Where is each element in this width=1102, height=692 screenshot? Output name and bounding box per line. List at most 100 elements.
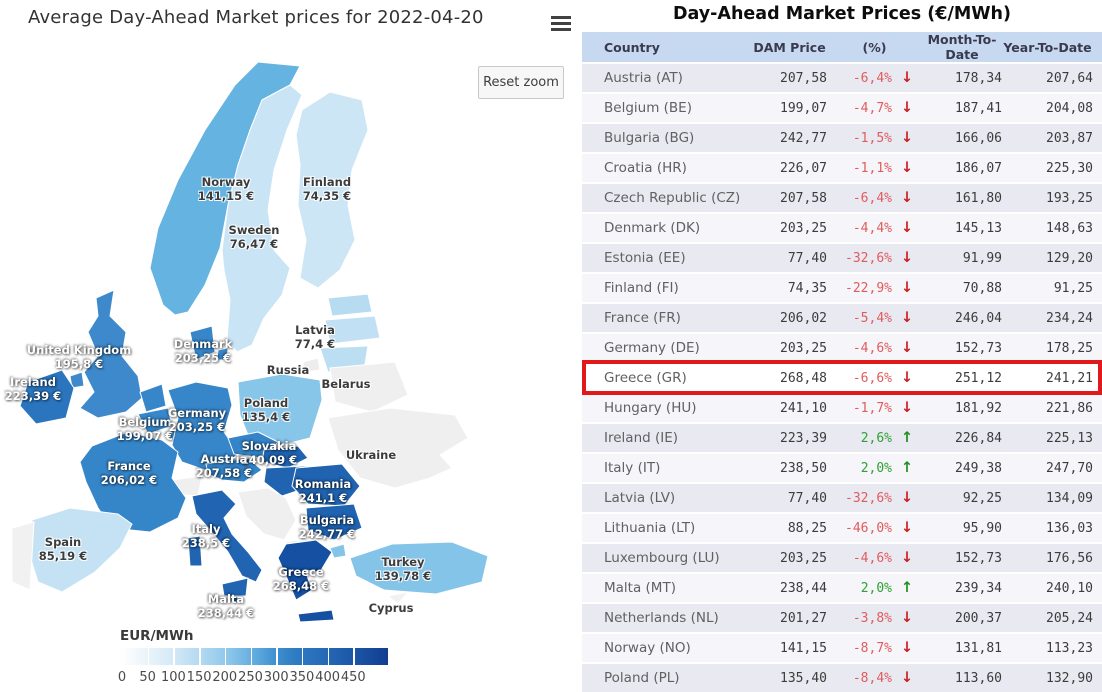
legend-tick-label: 150 xyxy=(186,670,212,685)
cell-country: Ireland (IE) xyxy=(604,430,679,446)
map-country-cyprus[interactable] xyxy=(387,591,409,605)
map-country-belgium[interactable] xyxy=(137,407,173,435)
table-row-estonia[interactable]: Estonia (EE) 77,40 -32,6% ↓ 91,99 129,20 xyxy=(582,242,1102,272)
reset-zoom-button[interactable]: Reset zoom xyxy=(478,66,564,99)
cell-dam-price: 141,15 xyxy=(780,640,827,656)
cell-dam-price: 241,10 xyxy=(780,400,827,416)
cell-country: Estonia (EE) xyxy=(604,250,686,266)
map-country-portugal[interactable] xyxy=(11,521,35,591)
map-country-ukraine[interactable] xyxy=(327,407,469,489)
cell-month-to-date: 152,73 xyxy=(955,550,1002,566)
table-row-belgium[interactable]: Belgium (BE) 199,07 -4,7% ↓ 187,41 204,08 xyxy=(582,92,1102,122)
cell-month-to-date: 91,99 xyxy=(962,250,1002,266)
cell-percent: -32,6% xyxy=(845,250,892,266)
map-country-turkey[interactable] xyxy=(329,543,347,559)
map-country-ireland[interactable] xyxy=(19,369,75,425)
cell-country: Germany (DE) xyxy=(604,340,700,356)
column-header-month-to-date: Month-To-Date xyxy=(927,32,997,62)
cell-year-to-date: 204,08 xyxy=(1046,100,1093,116)
cell-country: Malta (MT) xyxy=(604,580,676,596)
down-arrow-icon: ↓ xyxy=(900,190,914,206)
cell-country: Bulgaria (BG) xyxy=(604,130,695,146)
table-row-latvia[interactable]: Latvia (LV) 77,40 -32,6% ↓ 92,25 134,09 xyxy=(582,482,1102,512)
map-country-romania[interactable] xyxy=(291,463,361,507)
table-row-poland[interactable]: Poland (PL) 135,40 -8,4% ↓ 113,60 132,90 xyxy=(582,662,1102,692)
chart-context-menu-button[interactable] xyxy=(551,16,571,31)
map-country-denmark[interactable] xyxy=(216,347,229,361)
table-row-italy[interactable]: Italy (IT) 238,50 2,0% ↑ 249,38 247,70 xyxy=(582,452,1102,482)
table-row-luxembourg[interactable]: Luxembourg (LU) 203,25 -4,6% ↓ 152,73 176,56 xyxy=(582,542,1102,572)
table-row-ireland[interactable]: Ireland (IE) 223,39 2,6% ↑ 226,84 225,13 xyxy=(582,422,1102,452)
map-country-germany[interactable] xyxy=(167,381,239,471)
map-country-denmark[interactable] xyxy=(189,325,216,361)
legend-tick-label: 200 xyxy=(212,670,238,685)
up-arrow-icon: ↑ xyxy=(900,580,914,596)
down-arrow-icon: ↓ xyxy=(900,100,914,116)
cell-month-to-date: 95,90 xyxy=(962,520,1002,536)
map-country-finland[interactable] xyxy=(295,91,369,289)
cell-dam-price: 226,07 xyxy=(780,160,827,176)
cell-dam-price: 238,50 xyxy=(780,460,827,476)
map-country-italy[interactable] xyxy=(221,577,249,597)
cell-percent: -1,5% xyxy=(852,130,892,146)
cell-dam-price: 206,02 xyxy=(780,310,827,326)
table-row-norway[interactable]: Norway (NO) 141,15 -8,7% ↓ 131,81 113,23 xyxy=(582,632,1102,662)
cell-month-to-date: 178,34 xyxy=(955,70,1002,86)
map-country-malta[interactable] xyxy=(230,596,239,604)
map-country-greece[interactable] xyxy=(277,539,333,601)
table-row-austria[interactable]: Austria (AT) 207,58 -6,4% ↓ 178,34 207,64 xyxy=(582,62,1102,92)
map-country-balkans[interactable] xyxy=(237,487,297,541)
map-country-sweden[interactable] xyxy=(221,84,303,353)
cell-percent: -3,8% xyxy=(852,610,892,626)
map-country-russia-kaliningrad[interactable] xyxy=(302,357,321,373)
cell-month-to-date: 251,12 xyxy=(955,370,1002,386)
cell-country: Croatia (HR) xyxy=(604,160,687,176)
cell-percent: -8,4% xyxy=(852,670,892,686)
map-country-france[interactable] xyxy=(79,431,187,533)
map-country-italy[interactable] xyxy=(191,489,263,583)
table-row-czech-republic[interactable]: Czech Republic (CZ) 207,58 -6,4% ↓ 161,80 193… xyxy=(582,182,1102,212)
map-country-bulgaria[interactable] xyxy=(305,503,363,541)
hamburger-icon xyxy=(551,16,571,19)
table-row-france[interactable]: France (FR) 206,02 -5,4% ↓ 246,04 234,24 xyxy=(582,302,1102,332)
map-country-netherlands[interactable] xyxy=(139,383,167,413)
up-arrow-icon: ↑ xyxy=(900,430,914,446)
cell-month-to-date: 131,81 xyxy=(955,640,1002,656)
map-country-spain[interactable] xyxy=(27,507,133,593)
down-arrow-icon: ↓ xyxy=(900,340,914,356)
cell-month-to-date: 249,38 xyxy=(955,460,1002,476)
map-country-italy[interactable] xyxy=(187,535,203,567)
legend-tick-label: 100 xyxy=(160,670,186,685)
table-row-finland[interactable]: Finland (FI) 74,35 -22,9% ↓ 70,88 91,25 xyxy=(582,272,1102,302)
up-arrow-icon: ↑ xyxy=(900,460,914,476)
cell-year-to-date: 176,56 xyxy=(1046,550,1093,566)
map-country-latvia[interactable] xyxy=(324,315,381,345)
table-row-lithuania[interactable]: Lithuania (LT) 88,25 -46,0% ↓ 95,90 136,03 xyxy=(582,512,1102,542)
table-row-greece[interactable]: Greece (GR) 268,48 -6,6% ↓ 251,12 241,21 xyxy=(582,360,1102,395)
map-country-austria[interactable] xyxy=(205,457,263,483)
cell-country: France (FR) xyxy=(604,310,681,326)
table-row-croatia[interactable]: Croatia (HR) 226,07 -1,1% ↓ 186,07 225,30 xyxy=(582,152,1102,182)
map-country-turkey[interactable] xyxy=(349,541,489,595)
map-country-slovakia[interactable] xyxy=(261,445,309,469)
down-arrow-icon: ↓ xyxy=(900,220,914,236)
down-arrow-icon: ↓ xyxy=(900,670,914,686)
map-country-united-kingdom[interactable] xyxy=(79,289,143,419)
cell-percent: -4,7% xyxy=(852,100,892,116)
map-country-greece[interactable] xyxy=(297,609,335,623)
table-row-malta[interactable]: Malta (MT) 238,44 2,0% ↑ 239,34 240,10 xyxy=(582,572,1102,602)
map-country-estonia[interactable] xyxy=(327,293,373,317)
cell-percent: -22,9% xyxy=(845,280,892,296)
table-row-netherlands[interactable]: Netherlands (NL) 201,27 -3,8% ↓ 200,37 205,24 xyxy=(582,602,1102,632)
map-title: Average Day-Ahead Market prices for 2022… xyxy=(28,7,484,28)
cell-country: Norway (NO) xyxy=(604,640,691,656)
cell-month-to-date: 226,84 xyxy=(955,430,1002,446)
cell-country: Denmark (DK) xyxy=(604,220,701,236)
table-row-hungary[interactable]: Hungary (HU) 241,10 -1,7% ↓ 181,92 221,86 xyxy=(582,392,1102,422)
table-row-germany[interactable]: Germany (DE) 203,25 -4,6% ↓ 152,73 178,25 xyxy=(582,332,1102,362)
table-row-bulgaria[interactable]: Bulgaria (BG) 242,77 -1,5% ↓ 166,06 203,87 xyxy=(582,122,1102,152)
table-row-denmark[interactable]: Denmark (DK) 203,25 -4,4% ↓ 145,13 148,63 xyxy=(582,212,1102,242)
down-arrow-icon: ↓ xyxy=(900,310,914,326)
map-country-poland[interactable] xyxy=(237,373,323,446)
map-country-belarus[interactable] xyxy=(329,361,409,413)
